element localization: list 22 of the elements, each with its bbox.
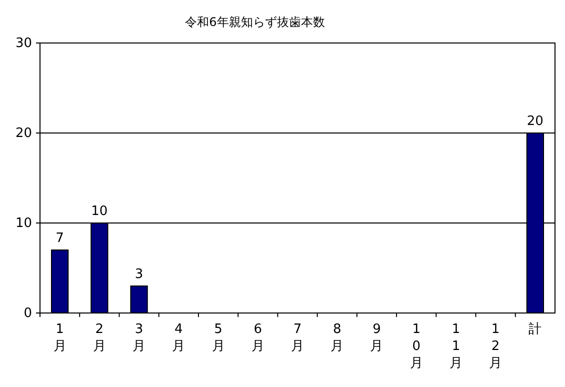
x-tick-label: 2月 [92, 322, 106, 354]
x-tick-label: 3月 [132, 322, 146, 354]
x-tick-label: 6月 [251, 322, 264, 354]
x-tick-label: 1月 [53, 322, 66, 354]
x-tick-label: 9月 [370, 322, 384, 354]
data-label: 7 [56, 231, 64, 246]
y-tick-label: 30 [15, 36, 32, 52]
data-label: 20 [526, 114, 544, 129]
y-tick-label: 0 [24, 306, 32, 322]
x-tick-label: 4月 [172, 322, 186, 354]
y-tick-label: 10 [15, 216, 32, 232]
x-tick-label: 7月 [291, 322, 304, 354]
y-tick-label: 20 [15, 126, 32, 142]
x-tick-label: 5月 [212, 322, 225, 354]
data-label: 10 [91, 204, 108, 219]
data-label: 3 [134, 267, 144, 282]
x-tick-label: 10月 [410, 322, 423, 371]
x-tick-label: 8月 [330, 322, 344, 354]
x-tick-label: 12月 [489, 322, 502, 371]
x-tick-label: 11月 [449, 322, 462, 371]
chart-title: 令和6年親知らず抜歯本数 [185, 15, 325, 29]
x-tick-label: 計 [528, 322, 542, 337]
